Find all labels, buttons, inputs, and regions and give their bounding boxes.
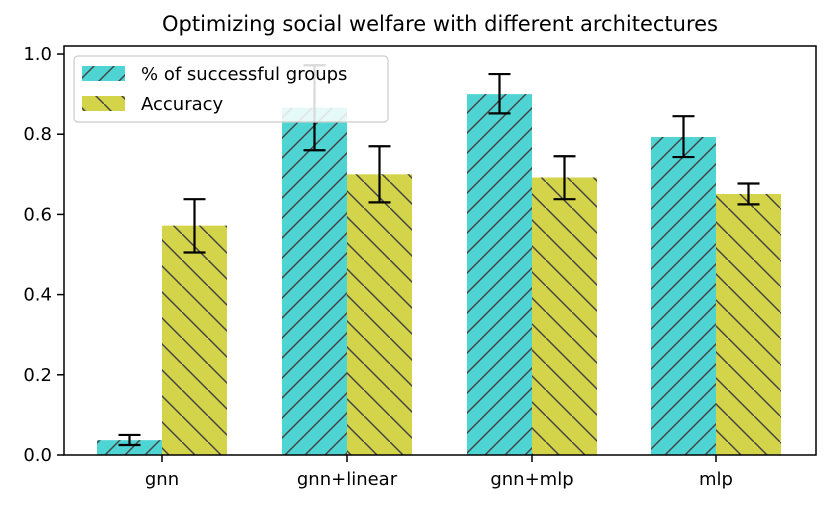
y-axis: 0.0 0.2 0.4 0.6 0.8 1.0 (23, 44, 64, 466)
x-tick-label-gnn: gnn (145, 469, 179, 490)
legend: % of successful groups Accuracy (73, 55, 389, 123)
x-tick-label-gnn-mlp: gnn+mlp (490, 469, 573, 490)
error-bar-accuracy-gnn (183, 198, 206, 254)
error-bar-accuracy-gnn-mlp (553, 155, 576, 201)
y-tick-label: 0.6 (23, 204, 52, 225)
error-bar-of-successful-groups-mlp (672, 115, 695, 159)
y-tick-label: 1.0 (23, 44, 52, 65)
plot-frame (63, 45, 817, 456)
bar-hatch-accuracy-gnn (162, 225, 227, 455)
legend-label-successful-groups: % of successful groups (141, 64, 347, 85)
error-bar-of-successful-groups-gnn (118, 433, 141, 447)
x-axis: gnn gnn+linear gnn+mlp mlp (145, 455, 733, 490)
legend-box (73, 55, 389, 123)
bar-hatch-accuracy-gnn-mlp (532, 177, 597, 455)
bar-hatch-of-successful-groups-mlp (651, 137, 716, 455)
bar-hatch-of-successful-groups-gnn (97, 440, 162, 455)
bar-hatch-of-successful-groups-gnn-mlp (467, 94, 532, 455)
legend-swatch-hatch-accuracy (82, 96, 125, 111)
y-tick-label: 0.4 (23, 285, 52, 306)
bar-hatch-accuracy-mlp (716, 193, 781, 455)
y-tick-label: 0.8 (23, 124, 52, 145)
bar-hatch-of-successful-groups-gnn-linear (282, 107, 347, 455)
legend-label-accuracy: Accuracy (141, 94, 224, 115)
bars-layer (97, 94, 781, 455)
chart-title: Optimizing social welfare with different… (162, 12, 718, 36)
y-tick-label: 0.0 (23, 445, 52, 466)
error-bar-accuracy-gnn-linear (368, 145, 391, 204)
legend-swatch-hatch-of-successful-groups (82, 66, 125, 81)
error-bar-of-successful-groups-gnn-mlp (488, 72, 511, 115)
bar-hatch-accuracy-gnn-linear (347, 174, 412, 455)
y-tick-label: 0.2 (23, 365, 52, 386)
x-tick-label-gnn-linear: gnn+linear (297, 469, 398, 490)
x-tick-label-mlp: mlp (699, 469, 733, 490)
error-bar-accuracy-mlp (737, 182, 760, 206)
